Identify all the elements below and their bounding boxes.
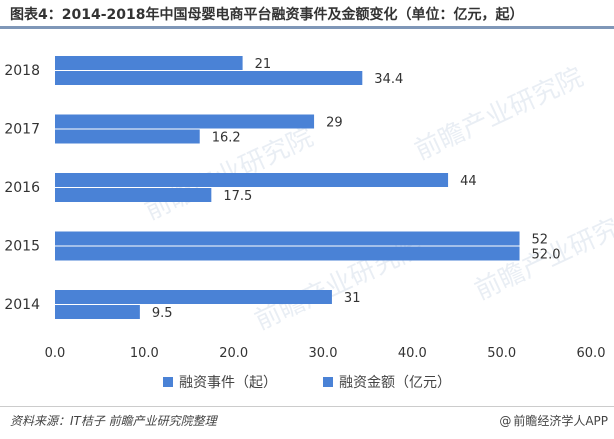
data-label-amount: 16.2 (212, 131, 241, 146)
data-label-events: 29 (326, 116, 343, 131)
data-label-events: 21 (255, 57, 272, 72)
x-tick-label: 20.0 (219, 346, 248, 361)
legend-item-amount: 融资金额（亿元） (323, 372, 451, 392)
legend: 融资事件（起） 融资金额（亿元） (0, 370, 614, 394)
at-sign-icon: @ (499, 413, 512, 428)
legend-item-events: 融资事件（起） (163, 372, 277, 392)
title-underline (0, 26, 614, 29)
bar-amount (55, 129, 200, 144)
y-tick-label: 2017 (4, 122, 40, 138)
x-tick-label: 60.0 (577, 346, 606, 361)
data-label-amount: 9.5 (152, 306, 173, 321)
y-tick-label: 2018 (4, 63, 40, 79)
data-label-events: 52 (532, 233, 549, 248)
x-tick-label: 10.0 (130, 346, 159, 361)
y-tick-label: 2015 (4, 239, 40, 255)
data-label-events: 44 (460, 174, 477, 189)
bar-amount (55, 305, 140, 319)
svg-text:前瞻产业研究院: 前瞻产业研究院 (410, 62, 588, 166)
y-tick-label: 2016 (4, 180, 40, 196)
x-axis-labels: 0.0 10.0 20.0 30.0 40.0 50.0 60.0 (45, 346, 606, 361)
data-label-events: 31 (344, 291, 361, 306)
data-label-amount: 17.5 (223, 189, 252, 204)
legend-swatch-events (163, 377, 173, 387)
bar-events (55, 114, 315, 129)
bar-events (55, 231, 520, 246)
x-tick-label: 30.0 (309, 346, 338, 361)
bar-amount (55, 71, 363, 85)
brand-text: 前瞻经济学人APP (513, 414, 608, 428)
chart-title: 图表4：2014-2018年中国母婴电商平台融资事件及金额变化（单位：亿元，起） (10, 7, 524, 23)
legend-label-amount: 融资金额（亿元） (339, 375, 451, 391)
brand-label: @ 前瞻经济学人APP (499, 412, 608, 429)
y-axis-labels: 2018 2017 2016 2015 2014 (4, 63, 40, 313)
footer-divider (0, 406, 614, 407)
data-label-amount: 34.4 (374, 72, 403, 87)
x-tick-label: 40.0 (398, 346, 427, 361)
bar-amount (55, 188, 212, 202)
legend-swatch-amount (323, 377, 333, 387)
bar-events (55, 56, 243, 70)
x-tick-label: 0.0 (45, 346, 66, 361)
bar-events (55, 290, 332, 304)
bar-chart: 前瞻产业研究院 前瞻产业研究院 前瞻产业研究院 前瞻产业研究院 2134.429… (4, 56, 614, 361)
bar-amount (55, 246, 520, 261)
y-tick-label: 2014 (4, 297, 40, 313)
legend-label-events: 融资事件（起） (179, 375, 277, 391)
bar-events (55, 173, 449, 187)
x-tick-label: 50.0 (487, 346, 516, 361)
data-label-amount: 52.0 (532, 248, 561, 263)
source-note: 资料来源：IT桔子 前瞻产业研究院整理 (10, 414, 217, 428)
